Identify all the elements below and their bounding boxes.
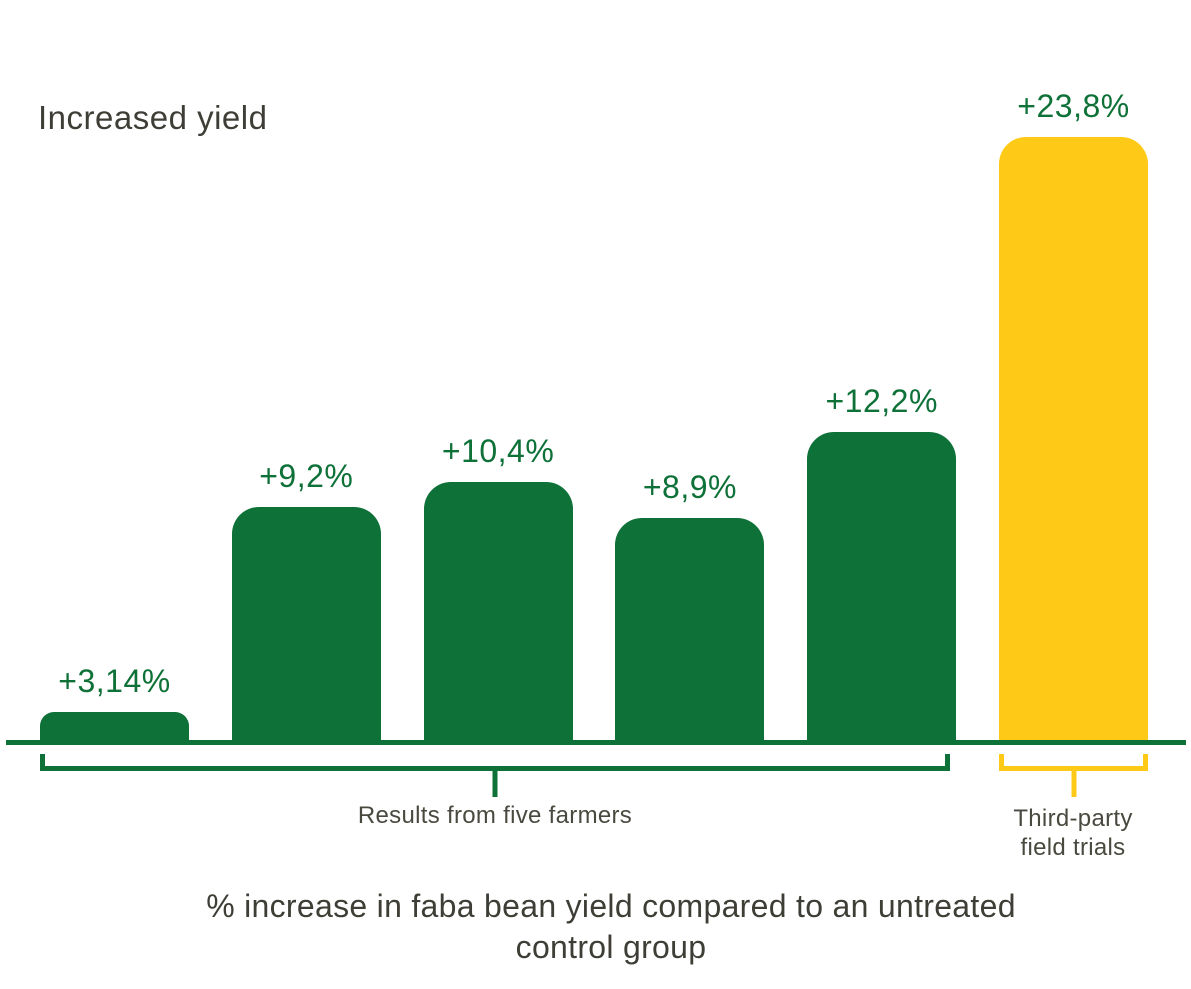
bar-farmers-2	[231, 507, 381, 740]
bar-value-label-2: +9,2%	[259, 458, 354, 494]
third-party-group-label-line2: field trials	[1020, 834, 1126, 861]
bar-value-label-3: +10,4%	[441, 433, 555, 469]
x-axis-baseline	[6, 740, 1186, 745]
bar-third_party-6	[999, 137, 1148, 740]
bar-farmers-5	[807, 432, 957, 740]
bar-farmers-1	[40, 712, 189, 740]
plot-area: +3,14% +9,2% +10,4% +8,9% +12,2% +23,8%	[6, 88, 1186, 745]
farmers-group-label: Results from five farmers	[357, 802, 633, 829]
chart-caption-line2: control group	[515, 929, 707, 965]
bar-value-label-5: +12,2%	[825, 383, 938, 419]
third-party-group-label: Third-party field trials	[998, 804, 1148, 862]
bar-value-label-1: +3,14%	[58, 663, 171, 699]
bar-value-label-4: +8,9%	[642, 469, 737, 505]
farmers-group-bracket	[40, 754, 950, 797]
chart-title: Increased yield	[38, 99, 268, 136]
third-party-bracket-middle-tick	[1071, 766, 1076, 797]
bar-value-label-6: +23,8%	[1017, 88, 1130, 124]
bar-farmers-4	[615, 518, 765, 740]
chart-caption: % increase in faba bean yield compared t…	[126, 886, 1096, 968]
bar-farmers-3	[423, 482, 573, 740]
chart-caption-line1: % increase in faba bean yield compared t…	[206, 888, 1016, 924]
third-party-group-label-line1: Third-party	[1013, 805, 1133, 832]
farmers-bracket-middle-tick	[492, 766, 498, 797]
third-party-group-bracket	[999, 754, 1148, 797]
